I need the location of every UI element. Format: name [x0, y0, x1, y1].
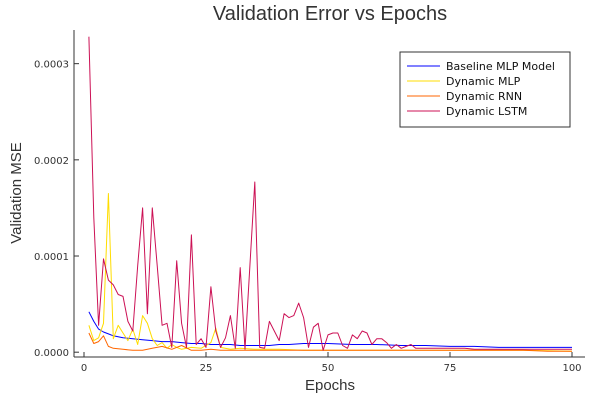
x-axis-ticks: 0 25 50 75 100: [81, 352, 582, 374]
y-axis-label: Validation MSE: [8, 142, 25, 243]
series-line-dynamic-lstm: [88, 36, 572, 351]
x-tick-label: 50: [322, 363, 335, 374]
x-tick-label: 75: [444, 363, 457, 374]
x-tick-label: 100: [562, 363, 581, 374]
x-axis-label: Epochs: [305, 377, 355, 394]
y-tick-label: 0.0002: [34, 156, 69, 167]
legend-label-dynamic-rnn: Dynamic RNN: [446, 90, 522, 103]
legend-box: [399, 51, 571, 128]
y-tick-label: 0.0000: [34, 348, 69, 359]
x-tick-label: 25: [200, 363, 213, 374]
chart-title: Validation Error vs Epochs: [213, 3, 447, 25]
legend-label-dynamic-lstm: Dynamic LSTM: [446, 105, 527, 118]
legend-label-dynamic-mlp: Dynamic MLP: [446, 75, 521, 88]
y-axis-ticks: 0.0000 0.0001 0.0002 0.0003: [34, 60, 79, 359]
x-tick-label: 0: [81, 363, 87, 374]
legend-items: Baseline MLP Model Dynamic MLP Dynamic RNN…: [407, 60, 555, 118]
series-line-dynamic-rnn: [88, 332, 572, 352]
series-lines: [88, 36, 573, 352]
y-tick-label: 0.0001: [34, 252, 69, 263]
legend: Baseline MLP Model Dynamic MLP Dynamic RNN…: [399, 51, 571, 128]
legend-label-baseline-mlp-model: Baseline MLP Model: [446, 60, 555, 73]
y-tick-label: 0.0003: [34, 60, 69, 71]
